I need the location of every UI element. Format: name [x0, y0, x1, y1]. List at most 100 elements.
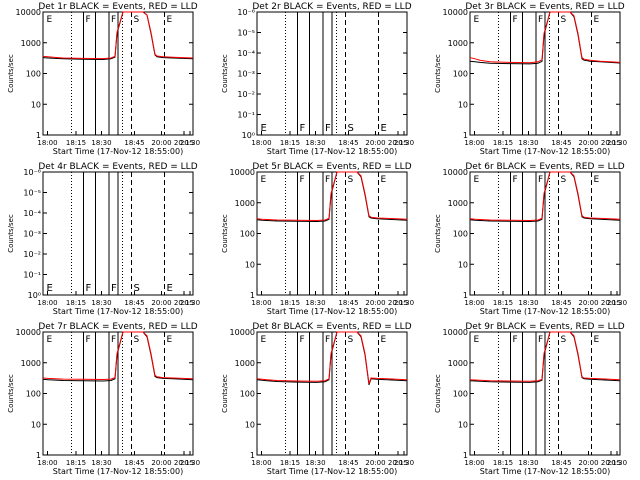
y-axis-label: Counts/sec — [434, 54, 442, 93]
x-tick-label: 18:30 — [305, 459, 325, 467]
x-axis-label: Start Time (17-Nov-12 18:55:00) — [267, 307, 397, 316]
y-axis-label: Counts/sec — [434, 214, 442, 253]
y-tick-label: 1000 — [21, 39, 41, 48]
event-marker-label: F — [86, 15, 91, 25]
y-tick-label: 100 — [240, 230, 255, 239]
y-tick-label: 10 — [245, 260, 255, 269]
x-tick-label: 18:15 — [280, 139, 300, 147]
x-tick-label: 20:30 — [394, 139, 414, 147]
y-tick-label: 1 — [463, 131, 468, 140]
event-marker-label: S — [134, 283, 140, 294]
x-tick-label: 18:30 — [305, 299, 325, 307]
y-axis-label: Counts/sec — [221, 374, 229, 413]
event-marker-label: F — [325, 335, 330, 345]
x-tick-label: 18:30 — [518, 299, 538, 307]
x-tick-label: 20:15 — [174, 139, 194, 147]
event-marker-label: E — [47, 15, 53, 25]
event-marker-label: E — [474, 175, 480, 185]
x-tick-label: 20:15 — [601, 139, 621, 147]
y-tick-label: 10⁻¹ — [237, 111, 255, 120]
x-tick-label: 18:00 — [251, 139, 271, 147]
event-marker-label: E — [381, 335, 387, 345]
event-marker-label: F — [111, 335, 116, 345]
x-tick-label: 18:30 — [518, 139, 538, 147]
x-tick-label: 18:45 — [124, 139, 144, 147]
y-tick-label: 10 — [31, 100, 41, 109]
y-tick-label: 1 — [463, 451, 468, 460]
x-tick-label: 20:00 — [365, 299, 385, 307]
x-tick-label: 20:15 — [601, 459, 621, 467]
event-marker-label: E — [167, 283, 173, 294]
x-tick-label: 20:30 — [607, 299, 627, 307]
event-marker-label: F — [300, 123, 306, 134]
x-tick-label: 18:15 — [493, 459, 513, 467]
y-tick-label: 1000 — [21, 359, 41, 368]
x-tick-label: 20:30 — [180, 139, 200, 147]
panel-det-7r: Det 7r BLACK = Events, RED = LLD Counts/s… — [7, 322, 200, 476]
y-tick-label: 1000 — [448, 199, 468, 208]
event-marker-label: F — [538, 15, 543, 25]
y-tick-label: 10000 — [230, 168, 255, 177]
panel-title: Det 9r BLACK = Events, RED = LLD — [465, 322, 624, 332]
event-marker-label: E — [381, 123, 387, 134]
y-axis-label: Counts/sec — [7, 374, 15, 413]
y-tick-label: 10⁻⁵ — [237, 29, 255, 38]
y-tick-label: 10⁻³ — [237, 70, 255, 79]
x-tick-label: 18:00 — [251, 459, 271, 467]
y-tick-label: 10 — [458, 420, 468, 429]
x-tick-label: 18:00 — [37, 459, 57, 467]
y-tick-label: 1000 — [235, 359, 255, 368]
x-tick-label: 20:00 — [578, 459, 598, 467]
x-tick-label: 18:00 — [37, 299, 57, 307]
x-tick-label: 18:30 — [91, 459, 111, 467]
y-tick-label: 10⁻³ — [23, 230, 41, 239]
event-marker-label: S — [561, 15, 567, 25]
y-tick-label: 10⁻⁵ — [23, 189, 41, 198]
event-marker-label: S — [561, 175, 567, 185]
x-tick-label: 20:00 — [151, 299, 171, 307]
y-axis-label: Counts/sec — [221, 214, 229, 253]
y-tick-label: 10000 — [443, 328, 468, 337]
x-tick-label: 18:00 — [464, 459, 484, 467]
x-tick-label: 20:30 — [394, 459, 414, 467]
x-tick-label: 20:15 — [388, 299, 408, 307]
event-marker-label: F — [538, 175, 543, 185]
event-marker-label: S — [134, 335, 140, 345]
event-marker-label: S — [348, 335, 354, 345]
x-axis-label: Start Time (17-Nov-12 18:55:00) — [267, 147, 397, 156]
panel-det-6r: Det 6r BLACK = Events, RED = LLD Counts/s… — [434, 162, 627, 316]
x-tick-label: 18:00 — [37, 139, 57, 147]
y-tick-label: 100 — [26, 390, 41, 399]
lld-series-line — [42, 331, 194, 381]
y-axis-label: Counts/sec — [7, 214, 15, 253]
y-tick-label: 10000 — [16, 8, 41, 17]
panel-det-1r: Det 1r BLACK = Events, RED = LLD Counts/s… — [7, 2, 200, 156]
y-tick-label: 1000 — [235, 199, 255, 208]
panel-title: Det 1r BLACK = Events, RED = LLD — [38, 2, 197, 12]
x-tick-label: 18:15 — [493, 299, 513, 307]
panel-title: Det 6r BLACK = Events, RED = LLD — [465, 162, 624, 172]
x-tick-label: 20:30 — [394, 299, 414, 307]
x-tick-label: 20:15 — [388, 139, 408, 147]
event-marker-label: E — [261, 335, 267, 345]
x-tick-label: 18:45 — [551, 139, 571, 147]
x-tick-label: 20:30 — [607, 139, 627, 147]
y-tick-label: 10⁻² — [23, 250, 41, 259]
y-tick-label: 1000 — [448, 39, 468, 48]
y-tick-label: 10 — [458, 100, 468, 109]
x-axis-label: Start Time (17-Nov-12 18:55:00) — [480, 307, 610, 316]
x-tick-label: 18:30 — [305, 139, 325, 147]
y-tick-label: 10 — [458, 260, 468, 269]
panel-det-5r: Det 5r BLACK = Events, RED = LLD Counts/s… — [221, 162, 414, 316]
y-tick-label: 10⁻² — [237, 90, 255, 99]
y-tick-label: 1 — [250, 451, 255, 460]
y-tick-label: 100 — [26, 70, 41, 79]
event-marker-label: F — [325, 123, 331, 134]
x-tick-label: 18:00 — [464, 139, 484, 147]
x-tick-label: 20:30 — [607, 459, 627, 467]
event-marker-label: E — [594, 15, 600, 25]
event-marker-label: E — [47, 335, 53, 345]
x-tick-label: 20:15 — [174, 459, 194, 467]
panel-title: Det 7r BLACK = Events, RED = LLD — [38, 322, 197, 332]
panel-title: Det 4r BLACK = Events, RED = LLD — [38, 162, 197, 172]
